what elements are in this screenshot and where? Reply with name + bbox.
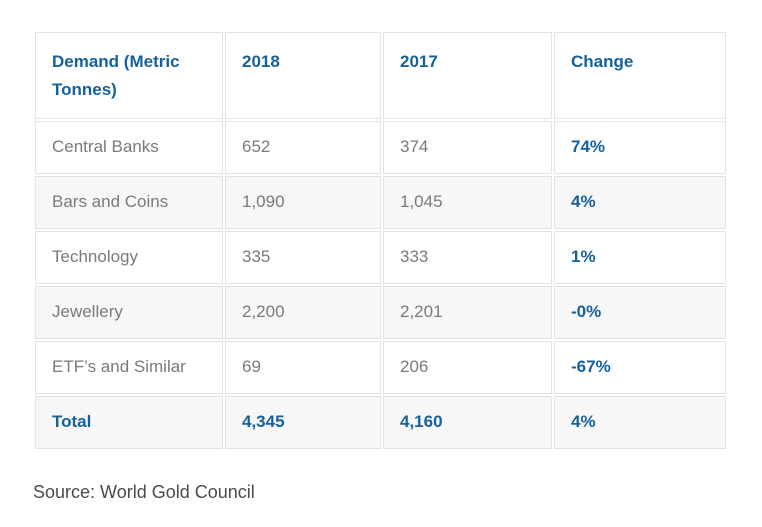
value-change: 4%: [554, 176, 726, 229]
header-cell-demand: Demand (Metric Tonnes): [35, 32, 223, 119]
value-2017: 4,160: [383, 396, 552, 449]
value-change: 4%: [554, 396, 726, 449]
row-label: Technology: [35, 231, 223, 284]
value-2017: 206: [383, 341, 552, 394]
header-cell-change: Change: [554, 32, 726, 119]
row-label: Central Banks: [35, 121, 223, 174]
value-2017: 1,045: [383, 176, 552, 229]
row-label: Bars and Coins: [35, 176, 223, 229]
table-row-bars-and-coins: Bars and Coins 1,090 1,045 4%: [35, 176, 726, 229]
table-row-etfs-and-similar: ETF’s and Similar 69 206 -67%: [35, 341, 726, 394]
gold-demand-table: Demand (Metric Tonnes) 2018 2017 Change …: [33, 30, 728, 451]
value-2018: 335: [225, 231, 381, 284]
value-2017: 333: [383, 231, 552, 284]
row-label: ETF’s and Similar: [35, 341, 223, 394]
value-change: 74%: [554, 121, 726, 174]
value-2018: 4,345: [225, 396, 381, 449]
table-row-jewellery: Jewellery 2,200 2,201 -0%: [35, 286, 726, 339]
value-change: 1%: [554, 231, 726, 284]
value-2017: 2,201: [383, 286, 552, 339]
source-caption: Source: World Gold Council: [33, 482, 255, 502]
value-2017: 374: [383, 121, 552, 174]
value-2018: 1,090: [225, 176, 381, 229]
row-label: Jewellery: [35, 286, 223, 339]
value-2018: 69: [225, 341, 381, 394]
value-change: -0%: [554, 286, 726, 339]
header-row: Demand (Metric Tonnes) 2018 2017 Change: [35, 32, 726, 119]
row-label: Total: [35, 396, 223, 449]
table-row-technology: Technology 335 333 1%: [35, 231, 726, 284]
table-row-central-banks: Central Banks 652 374 74%: [35, 121, 726, 174]
value-2018: 652: [225, 121, 381, 174]
header-cell-2018: 2018: [225, 32, 381, 119]
value-2018: 2,200: [225, 286, 381, 339]
value-change: -67%: [554, 341, 726, 394]
header-cell-2017: 2017: [383, 32, 552, 119]
table-row-total: Total 4,345 4,160 4%: [35, 396, 726, 449]
